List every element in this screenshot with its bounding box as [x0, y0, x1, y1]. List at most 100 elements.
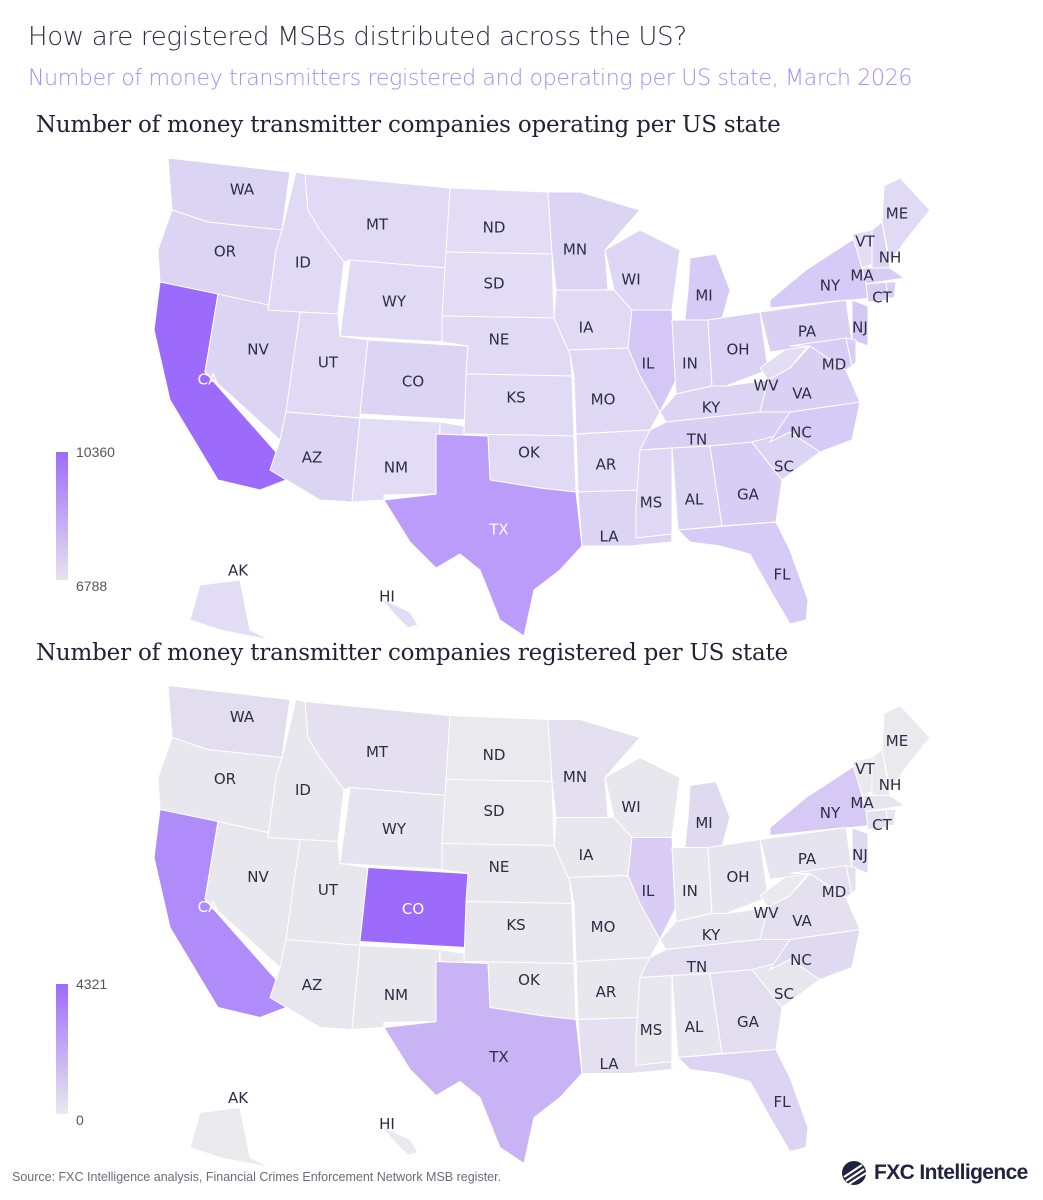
state-label-il: IL	[642, 882, 655, 900]
state-nj[interactable]	[851, 826, 869, 875]
map-title-registered: Number of money transmitter companies re…	[36, 640, 788, 666]
legend-max-label: 4321	[76, 976, 108, 992]
state-ct[interactable]	[865, 808, 889, 831]
state-label-nd: ND	[483, 746, 506, 764]
state-label-md: MD	[822, 356, 847, 374]
state-label-mt: MT	[366, 743, 389, 761]
state-label-tx: TX	[488, 1048, 508, 1066]
state-nj[interactable]	[851, 299, 869, 347]
state-label-ms: MS	[640, 494, 662, 512]
state-label-nm: NM	[384, 459, 408, 477]
state-label-me: ME	[886, 732, 908, 750]
state-fl[interactable]	[676, 521, 809, 625]
state-label-va: VA	[792, 385, 812, 403]
state-mn[interactable]	[547, 191, 641, 291]
state-label-nj: NJ	[852, 846, 868, 864]
legend-min-label: 0	[76, 1112, 84, 1128]
state-label-co: CO	[402, 900, 424, 918]
state-me[interactable]	[881, 704, 931, 791]
chart-subtitle: Number of money transmitters registered …	[28, 66, 913, 91]
state-label-ky: KY	[702, 926, 721, 944]
state-label-ga: GA	[737, 486, 760, 504]
legend-gradient-bar	[56, 452, 68, 580]
state-tx[interactable]	[383, 960, 583, 1165]
state-label-in: IN	[682, 355, 698, 373]
us-choropleth-registered: WA OR CA NV ID MT WY UT CO AZ NM ND SD NE KS OK TX MN IA MO…	[153, 684, 931, 1168]
state-label-or: OR	[214, 770, 236, 788]
state-label-az: AZ	[302, 449, 323, 467]
state-label-ut: UT	[318, 354, 339, 372]
state-hi[interactable]	[377, 594, 419, 629]
state-label-mo: MO	[591, 918, 616, 936]
state-label-or: OR	[214, 243, 236, 261]
fxc-logo: FXC Intelligence	[840, 1160, 1028, 1186]
logo-text: FXC Intelligence	[874, 1161, 1028, 1184]
state-tx[interactable]	[383, 433, 583, 637]
state-label-vt: VT	[855, 760, 875, 778]
state-label-vt: VT	[855, 233, 875, 251]
state-label-ga: GA	[737, 1013, 760, 1031]
source-note: Source: FXC Intelligence analysis, Finan…	[12, 1170, 502, 1184]
state-label-hi: HI	[379, 588, 395, 606]
state-mn[interactable]	[547, 719, 641, 818]
state-label-nc: NC	[790, 424, 812, 442]
state-ms[interactable]	[635, 974, 673, 1067]
state-ma[interactable]	[861, 795, 906, 813]
state-label-nv: NV	[247, 341, 269, 359]
state-label-me: ME	[886, 205, 908, 223]
map-operating: WA OR CA NV ID MT WY UT CO AZ NM ND SD NE KS OK TX MN IA MO…	[0, 150, 1043, 641]
state-ak[interactable]	[189, 579, 271, 641]
state-oh[interactable]	[707, 838, 769, 914]
state-label-nm: NM	[384, 986, 408, 1004]
state-de[interactable]	[845, 864, 857, 895]
state-ma[interactable]	[861, 267, 906, 285]
state-ri[interactable]	[885, 281, 897, 299]
state-md[interactable]	[789, 864, 853, 899]
state-label-ct: CT	[872, 816, 892, 834]
state-hi[interactable]	[377, 1122, 419, 1157]
state-label-ut: UT	[318, 881, 339, 899]
state-label-mn: MN	[563, 768, 587, 786]
state-label-va: VA	[792, 912, 812, 930]
chart-title: How are registered MSBs distributed acro…	[28, 22, 687, 52]
legend-max-label: 10360	[76, 444, 115, 460]
state-label-mn: MN	[563, 241, 587, 259]
state-label-il: IL	[642, 355, 655, 373]
state-label-sd: SD	[483, 802, 504, 820]
state-ri[interactable]	[885, 809, 897, 826]
map-registered: WA OR CA NV ID MT WY UT CO AZ NM ND SD NE KS OK TX MN IA MO…	[0, 675, 1043, 1170]
state-label-ok: OK	[518, 444, 541, 462]
state-label-id: ID	[295, 254, 311, 272]
state-ct[interactable]	[865, 281, 889, 303]
state-label-sc: SC	[774, 985, 794, 1003]
state-label-ms: MS	[640, 1021, 662, 1039]
state-label-ne: NE	[489, 331, 510, 349]
state-label-sc: SC	[774, 458, 794, 476]
state-label-pa: PA	[798, 850, 817, 868]
state-label-mi: MI	[695, 814, 712, 832]
state-ms[interactable]	[635, 447, 673, 539]
legend-min-label: 6788	[76, 578, 108, 594]
state-label-nj: NJ	[852, 319, 868, 337]
state-label-mt: MT	[366, 216, 389, 234]
state-me[interactable]	[881, 177, 931, 264]
state-label-ct: CT	[872, 289, 892, 307]
state-label-ma: MA	[850, 794, 874, 812]
state-label-ar: AR	[596, 456, 617, 474]
state-label-tn: TN	[686, 958, 707, 976]
state-ga[interactable]	[709, 441, 783, 527]
state-label-wi: WI	[621, 271, 640, 289]
state-label-la: LA	[600, 1055, 620, 1073]
state-md[interactable]	[789, 337, 853, 371]
state-label-id: ID	[295, 781, 311, 799]
state-label-wy: WY	[382, 820, 407, 838]
state-de[interactable]	[845, 337, 857, 368]
state-oh[interactable]	[707, 311, 769, 387]
state-label-nh: NH	[879, 249, 902, 267]
state-ga[interactable]	[709, 968, 783, 1055]
state-label-ar: AR	[596, 983, 617, 1001]
state-label-ak: AK	[228, 562, 249, 580]
state-fl[interactable]	[676, 1048, 809, 1153]
state-label-ny: NY	[820, 804, 841, 822]
state-ak[interactable]	[189, 1106, 271, 1168]
